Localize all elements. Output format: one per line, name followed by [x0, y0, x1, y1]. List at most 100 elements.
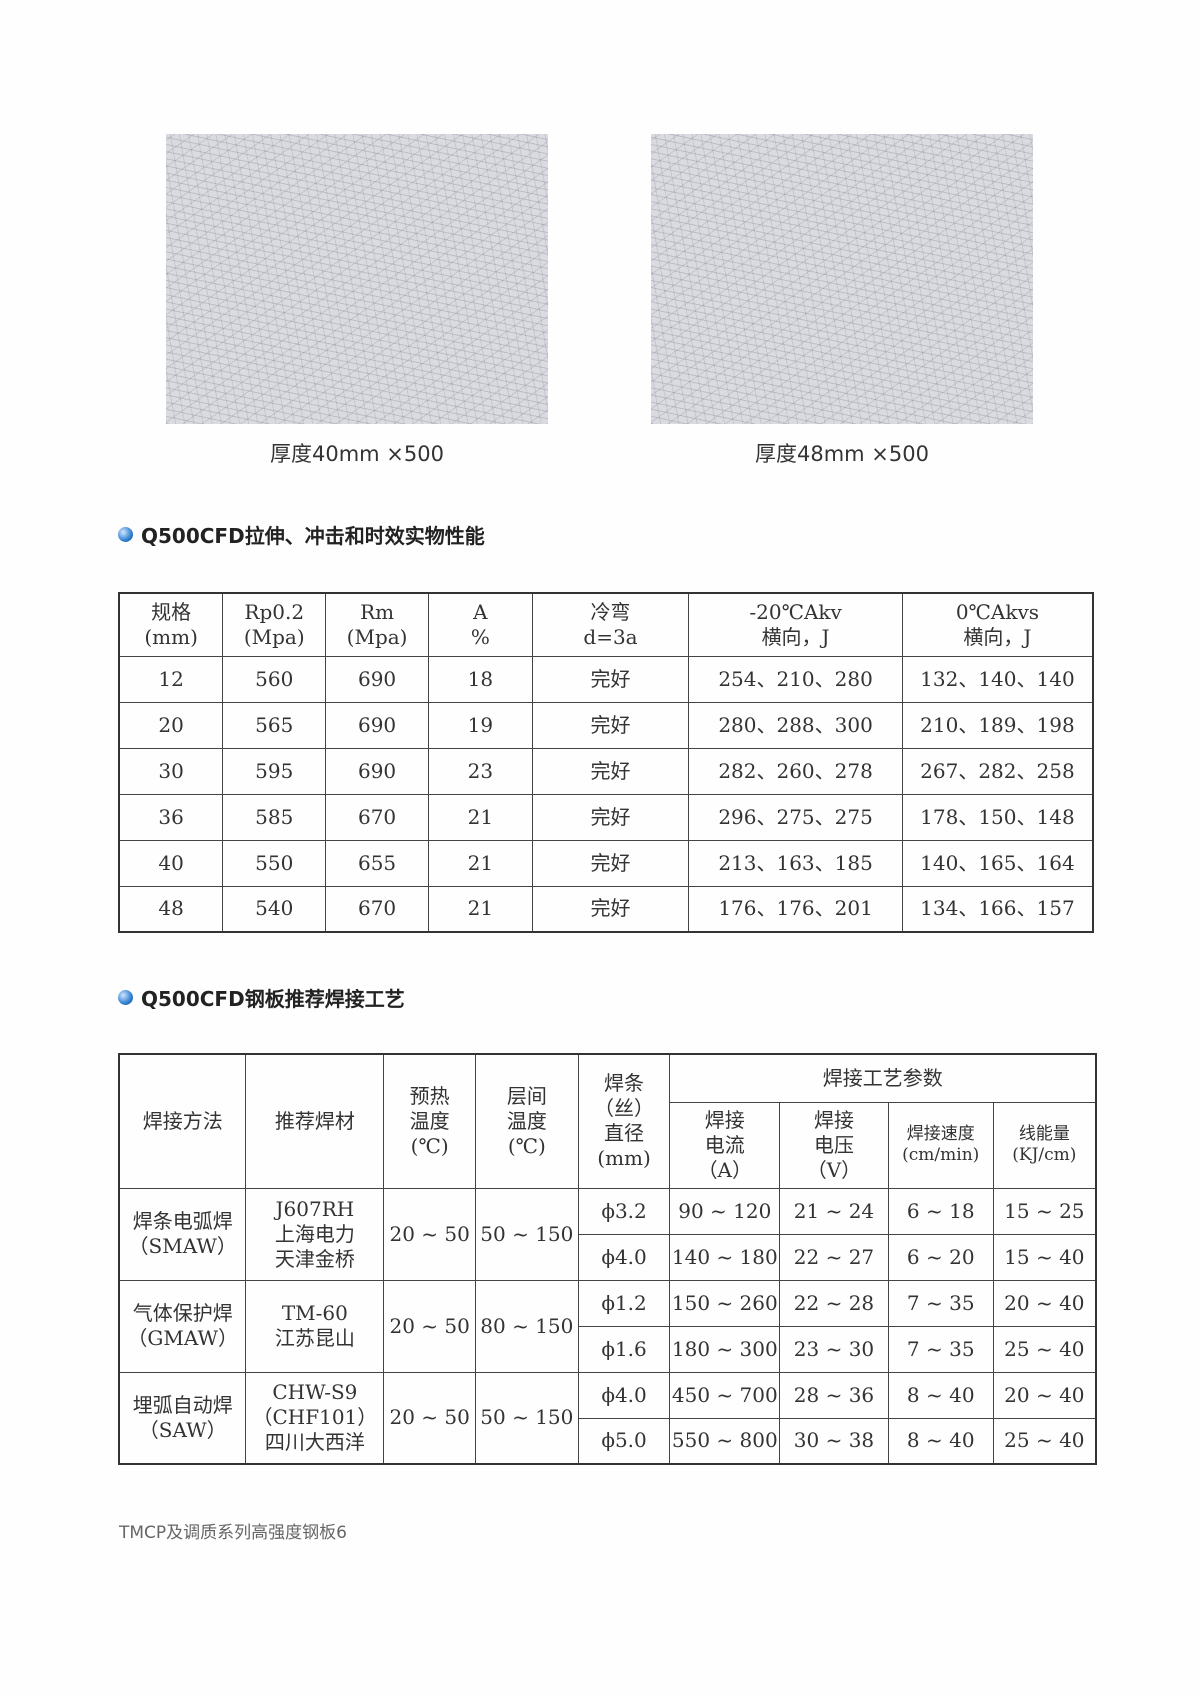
- table-cell: 22 ~ 28: [779, 1279, 889, 1327]
- table-cell: 完好: [531, 793, 690, 841]
- table-cell: 12: [118, 655, 224, 703]
- table-cell: 585: [222, 793, 327, 841]
- table-cell: 150 ~ 260: [669, 1279, 781, 1327]
- micrograph-40mm: [166, 134, 548, 424]
- cell-line: CHW-S9: [272, 1380, 358, 1405]
- table-cell: ϕ1.2: [577, 1279, 671, 1327]
- table-cell: 540: [222, 885, 327, 933]
- table-cell: 48: [118, 885, 224, 933]
- cell-line: (Mpa): [243, 624, 305, 649]
- cell-line: 横向，J: [761, 624, 830, 649]
- table-cell: 20: [118, 701, 224, 749]
- table-cell: 0℃Akvs 横向，J: [901, 592, 1094, 657]
- table-cell: 21: [428, 793, 533, 841]
- cell-line: 预热: [409, 1083, 450, 1108]
- table-row: 埋弧自动焊 （SAW） CHW-S9 （CHF101） 四川大西洋 20 ~ 50 50 ~…: [118, 1371, 1097, 1465]
- cell-line: 层间: [506, 1083, 547, 1108]
- table-cell: 40: [118, 839, 224, 887]
- table-cell: 560: [222, 655, 327, 703]
- table-cell: 690: [325, 701, 429, 749]
- table-cell: 254、210、280: [688, 655, 903, 703]
- table-cell: ϕ4.0: [577, 1371, 671, 1419]
- table-cell: 完好: [531, 747, 690, 795]
- table-cell: 焊接工艺参数: [669, 1053, 1097, 1103]
- table-cell: CHW-S9 （CHF101） 四川大西洋: [245, 1371, 385, 1465]
- cell-line: 规格: [151, 599, 192, 624]
- cell-line: 电压: [813, 1132, 854, 1157]
- table-row: 12 560 690 18 完好 254、210、280 132、140、140: [118, 655, 1094, 703]
- table-cell: A%: [428, 592, 533, 657]
- cell-line: Rm: [360, 599, 395, 624]
- table-cell: ϕ3.2: [577, 1187, 671, 1235]
- table-cell: 690: [325, 655, 429, 703]
- table-cell: 25 ~ 40: [992, 1325, 1097, 1373]
- table-cell: 冷弯 d=3a: [531, 592, 690, 657]
- table-cell: 19: [428, 701, 533, 749]
- table-cell: 15 ~ 40: [992, 1233, 1097, 1281]
- cell-line: 上海电力: [274, 1221, 355, 1246]
- table-cell: 20 ~ 50: [383, 1371, 477, 1465]
- table-cell: 埋弧自动焊 （SAW）: [118, 1371, 247, 1465]
- cell-line: (Mpa): [346, 624, 408, 649]
- table-row: ϕ4.0 140 ~ 180 22 ~ 27 6 ~ 20 15 ~ 40: [119, 1233, 1097, 1281]
- table-cell: 20 ~ 50: [383, 1279, 477, 1373]
- table-cell: 6 ~ 20: [887, 1233, 994, 1281]
- table-cell: 焊条电弧焊 （SMAW）: [118, 1187, 247, 1281]
- caption-48mm: 厚度48mm ×500: [755, 442, 929, 466]
- table-cell: 25 ~ 40: [992, 1417, 1097, 1465]
- table-cell: -20℃Akv 横向，J: [688, 592, 903, 657]
- cell-line: Rp0.2: [244, 599, 305, 624]
- cell-line: (mm): [597, 1146, 651, 1171]
- cell-line: -20℃Akv: [749, 599, 842, 624]
- header-row: 焊接 电流 （A） 焊接 电压 （V） 焊接速度 (cm/min) 线能量 (KJ/cm): [119, 1101, 1097, 1189]
- cell-line: (cm/min): [902, 1145, 980, 1165]
- table-cell: 8 ~ 40: [887, 1371, 994, 1419]
- table-cell: 线能量 (KJ/cm): [992, 1101, 1097, 1189]
- table-cell: 22 ~ 27: [779, 1233, 889, 1281]
- table-cell: Rp0.2 (Mpa): [222, 592, 327, 657]
- table-cell: 36: [118, 793, 224, 841]
- cell-line: 温度: [409, 1108, 450, 1133]
- section1-heading: Q500CFD拉伸、冲击和时效实物性能: [118, 520, 485, 549]
- cell-line: （V）: [806, 1157, 862, 1182]
- cell-line: （SMAW）: [128, 1234, 237, 1258]
- table-cell: 132、140、140: [901, 655, 1094, 703]
- table-cell: 30 ~ 38: [779, 1417, 889, 1465]
- table-cell: 210、189、198: [901, 701, 1094, 749]
- table-cell: 7 ~ 35: [887, 1325, 994, 1373]
- table-cell: 655: [325, 839, 429, 887]
- cell-line: 江苏昆山: [274, 1326, 355, 1350]
- table-row: ϕ1.6 180 ~ 300 23 ~ 30 7 ~ 35 25 ~ 40: [119, 1325, 1097, 1373]
- cell-line: %: [470, 624, 490, 649]
- table-cell: 140 ~ 180: [669, 1233, 781, 1281]
- table-cell: 20 ~ 40: [992, 1279, 1097, 1327]
- cell-line: A: [473, 599, 488, 624]
- cell-line: （CHF101）: [252, 1405, 378, 1430]
- table-cell: 28 ~ 36: [779, 1371, 889, 1419]
- table-cell: 7 ~ 35: [887, 1279, 994, 1327]
- table-row: 30 595 690 23 完好 282、260、278 267、282、258: [118, 747, 1094, 795]
- cell-line: （丝）: [594, 1096, 655, 1121]
- section1-title: Q500CFD拉伸、冲击和时效实物性能: [141, 524, 485, 548]
- table-cell: 23 ~ 30: [779, 1325, 889, 1373]
- table-cell: 90 ~ 120: [669, 1187, 781, 1235]
- table-cell: 21: [428, 885, 533, 933]
- table-cell: 178、150、148: [901, 793, 1094, 841]
- cell-line: 焊条: [604, 1071, 645, 1096]
- table-cell: 完好: [531, 839, 690, 887]
- table-cell: 595: [222, 747, 327, 795]
- table-row: 48 540 670 21 完好 176、176、201 134、166、157: [118, 885, 1094, 933]
- table-cell: 18: [428, 655, 533, 703]
- header-row: 规格 (mm) Rp0.2 (Mpa) Rm (Mpa) A% 冷弯 d=3a -20℃Akv 横向…: [118, 592, 1094, 657]
- cell-line: 冷弯: [590, 599, 631, 624]
- table-cell: J607RH 上海电力 天津金桥: [245, 1187, 385, 1281]
- table-cell: 完好: [531, 885, 690, 933]
- table-cell: 完好: [531, 701, 690, 749]
- header-row: 焊接方法 推荐焊材 预热 温度 (℃) 层间 温度 (℃) 焊条 （丝） 直径 (mm) 焊接工艺参数: [118, 1053, 1097, 1189]
- bullet-icon: [118, 527, 133, 542]
- table-cell: 134、166、157: [901, 885, 1094, 933]
- table-cell: 8 ~ 40: [887, 1417, 994, 1465]
- table-cell: 213、163、185: [688, 839, 903, 887]
- cell-line: 横向，J: [963, 624, 1032, 649]
